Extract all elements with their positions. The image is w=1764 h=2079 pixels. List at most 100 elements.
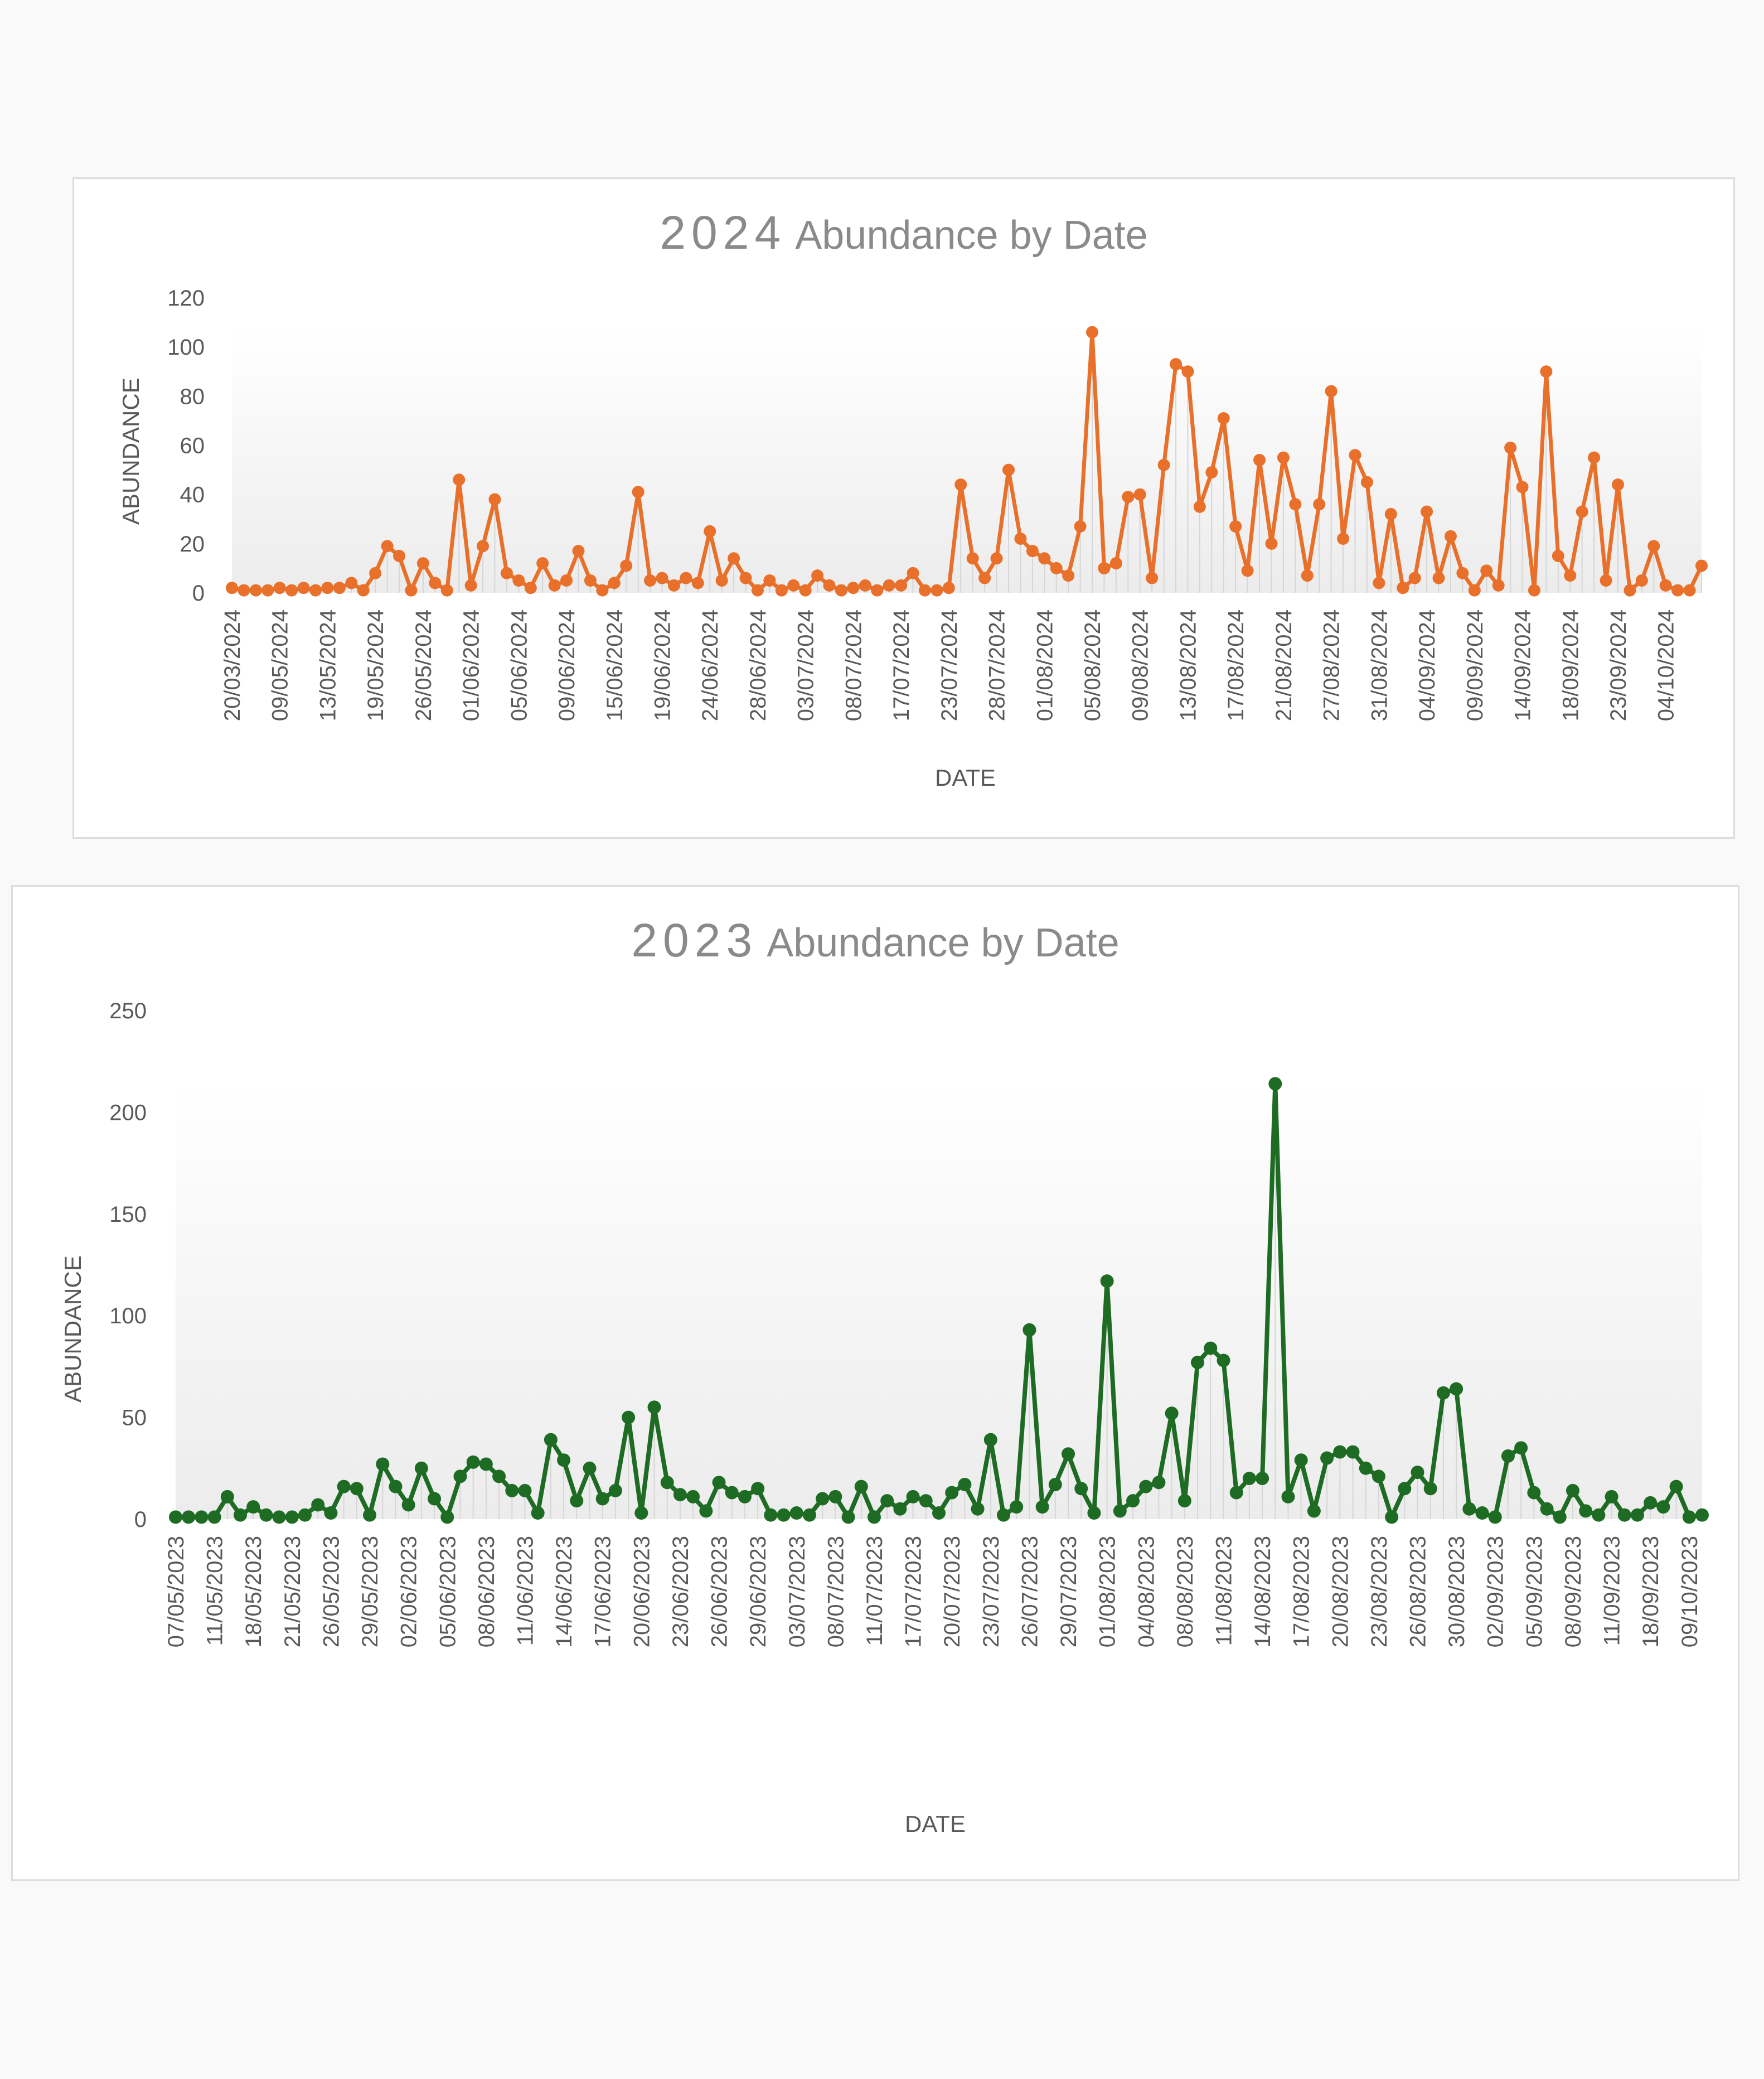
chart-2023-x-tick-label: 04/08/2023 [1134,1536,1159,1647]
chart-2024-data-point [1325,385,1337,398]
chart-2023-x-tick-label: 29/05/2023 [358,1536,382,1647]
chart-2024-x-tick-label: 04/09/2024 [1415,610,1440,721]
chart-2023-data-point [1256,1472,1269,1486]
chart-2023-x-tick-label: 02/09/2023 [1484,1536,1508,1647]
chart-2024-data-point [1241,564,1254,577]
chart-2023-plot: 0 50 100 150 200 250 07/05/2023 11/05/2023 18/05… [109,999,1709,1647]
chart-2024-data-point [823,579,836,592]
chart-2023-x-tick-label: 26/07/2023 [1017,1536,1042,1647]
chart-2024-data-point [667,579,680,592]
chart-2024-data-point [1253,453,1266,466]
chart-2023-data-point [595,1492,609,1506]
chart-2023-data-point [1656,1500,1670,1514]
chart-2024-data-point [345,577,358,589]
chart-2023-data-point [1398,1482,1412,1496]
chart-2024-data-point [1205,466,1218,478]
chart-2023-data-point [570,1494,584,1508]
chart-2024-data-point [477,540,490,553]
chart-2023-x-tick-label: 11/09/2023 [1600,1536,1625,1646]
chart-2023-data-point [246,1500,260,1514]
chart-2024-data-point [715,574,728,587]
chart-2023-x-tick-label: 26/06/2023 [707,1536,732,1647]
chart-2024-x-tick-label: 21/08/2024 [1272,610,1296,721]
chart-2024-x-tick-label: 09/05/2024 [268,610,293,721]
chart-2024-x-tick-label: 19/06/2024 [651,610,675,721]
chart-2024-x-tick-label: 20/03/2024 [220,610,245,721]
chart-2024-data-point [1002,463,1015,476]
chart-2024-data-point [1397,582,1409,594]
chart-2024-x-tick-label: 31/08/2024 [1367,610,1392,721]
chart-2023-data-point [272,1510,286,1524]
chart-2023-data-point [1087,1506,1101,1520]
chart-2023-data-point [1411,1466,1424,1480]
chart-2024-data-point [1624,584,1636,597]
chart-2023-data-point [1605,1490,1618,1503]
chart-2023-x-tick-label: 29/06/2023 [746,1536,770,1647]
chart-2024-data-point [728,552,740,565]
chart-2024-data-point [1421,505,1433,518]
chart-2023-data-point [1074,1482,1088,1496]
chart-2024-data-point [835,584,847,597]
chart-2023-x-tick-label: 26/05/2023 [319,1536,343,1647]
chart-2024-data-point [572,545,585,558]
chart-2024-data-point [536,557,549,570]
chart-2024-data-point [1157,458,1170,471]
chart-2024-data-point [787,579,800,592]
chart-2023-data-point [285,1510,299,1524]
chart-2023-data-point [906,1490,920,1503]
chart-2023-data-point [234,1508,248,1522]
chart-2023-y-tick-label: 0 [134,1507,147,1532]
chart-2023-data-point [816,1492,830,1506]
chart-2023-data-point [1682,1510,1696,1524]
chart-2023-data-point [971,1502,985,1516]
chart-2024-data-point [1337,533,1350,545]
chart-2023-data-point [1617,1508,1631,1522]
chart-2023-x-tick-label: 17/07/2023 [902,1536,926,1647]
chart-2023-data-point [828,1490,842,1503]
chart-2024-data-point [596,584,609,597]
chart-2024-data-point [333,582,346,594]
chart-2024-data-point [1217,412,1230,425]
chart-2024-data-point [1516,481,1529,494]
chart-2024-data-point [488,493,501,506]
chart-2023-x-tick-label: 05/09/2023 [1522,1536,1547,1647]
chart-2023-x-tick-label: 23/06/2023 [668,1536,693,1647]
chart-2023-x-tick-label: 23/07/2023 [979,1536,1004,1647]
chart-2024-data-point [1360,476,1373,489]
chart-2024-x-tick-label: 13/05/2024 [316,610,340,721]
chart-2024-data-point [1313,498,1326,511]
chart-2023-data-point [932,1506,946,1520]
chart-2023-data-point [350,1482,364,1496]
chart-2024-data-point [620,559,633,572]
chart-2024-data-point [811,569,824,582]
chart-2024-x-tick-label: 23/09/2024 [1606,610,1631,721]
chart-2023-x-tick-label: 02/06/2023 [397,1536,421,1647]
chart-2024-data-point [1432,572,1445,584]
chart-2024-x-tick-label: 01/06/2024 [459,610,484,721]
chart-2023-data-point [777,1508,791,1522]
chart-2023-x-tick-label: 20/06/2023 [629,1536,654,1647]
chart-2024-y-tick-label: 0 [192,581,205,606]
chart-2023-data-point [1177,1494,1191,1508]
chart-2024-data-point [954,478,967,491]
chart-2023-data-point [195,1510,209,1524]
chart-2024-data-point [1468,584,1481,597]
chart-2024-data-point [512,574,525,587]
chart-2024-data-point [1456,567,1469,579]
chart-2024-data-point [739,572,752,584]
chart-2024-data-point [1552,549,1564,562]
chart-2024-y-tick-label: 20 [180,532,205,557]
chart-2024-data-point [560,574,573,587]
chart-2023-plot-background [176,1079,1702,1519]
chart-2024-data-point [632,486,644,499]
chart-2023-data-point [1152,1476,1166,1490]
chart-2024-x-tick-label: 09/08/2024 [1128,610,1153,721]
chart-2023-data-point [453,1469,467,1483]
chart-2024-data-point [691,577,704,589]
chart-2024-data-point [309,584,322,597]
chart-2024-data-point [799,584,812,597]
chart-2023-x-tick-label: 07/05/2023 [164,1536,188,1647]
chart-2023-data-point [1553,1510,1567,1524]
chart-2024-data-point [393,549,406,562]
